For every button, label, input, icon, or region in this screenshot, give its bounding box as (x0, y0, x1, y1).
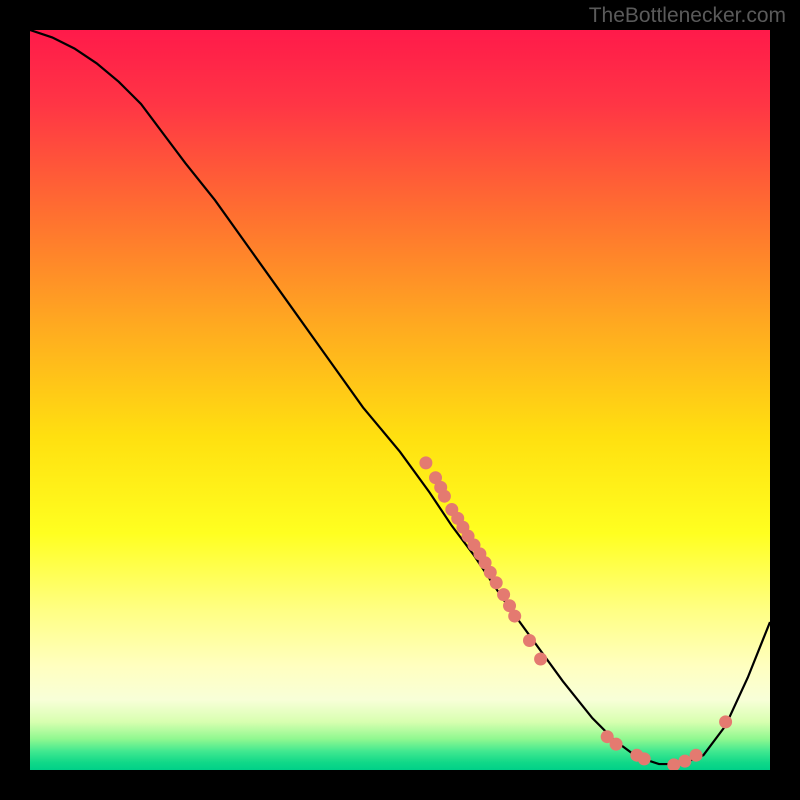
data-point (508, 610, 521, 623)
data-point (638, 752, 651, 765)
data-point (523, 634, 536, 647)
chart-container (30, 30, 770, 770)
data-point (678, 755, 691, 768)
data-point (719, 715, 732, 728)
chart-svg (30, 30, 770, 770)
data-point (690, 749, 703, 762)
data-point (438, 490, 451, 503)
watermark-text: TheBottlenecker.com (589, 4, 786, 28)
data-point (534, 653, 547, 666)
chart-background (30, 30, 770, 770)
data-point (497, 588, 510, 601)
data-point (610, 738, 623, 751)
data-point (419, 456, 432, 469)
data-point (490, 576, 503, 589)
